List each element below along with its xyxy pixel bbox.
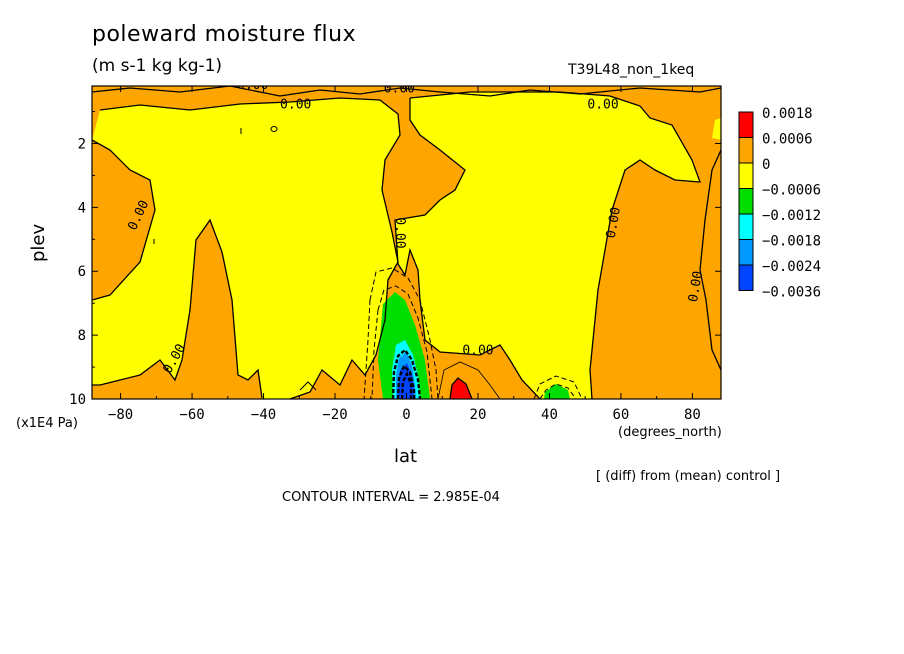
diff-note: [ (diff) from (mean) control ]	[596, 469, 781, 484]
x-tick-label: 40	[541, 407, 558, 423]
colorbar-swatch	[738, 137, 754, 164]
y-tick-label: 10	[69, 392, 86, 408]
x-axis: −80 −60 −40 −20 0 20 40 60 80	[108, 86, 701, 423]
colorbar-label: −0.0036	[762, 285, 821, 301]
colorbar-swatch	[738, 213, 754, 240]
x-tick-label: 0	[402, 407, 410, 423]
y-tick-label: 4	[78, 200, 86, 216]
colorbar: 0.0018 0.0006 0 −0.0006 −0.0012 −0.0018 −0.002…	[738, 106, 821, 301]
x-tick-label: 60	[613, 407, 630, 423]
region-negative-bubble	[712, 118, 721, 140]
x-tick-label: −40	[251, 407, 276, 423]
contour-pos-thin	[437, 361, 501, 399]
colorbar-label: −0.0006	[762, 183, 821, 199]
colorbar-label: 0.0006	[762, 132, 813, 148]
contour-zero-left-b	[92, 218, 263, 399]
contour-speck-1	[270, 126, 278, 132]
contour-label: 0.00	[462, 343, 493, 358]
contour-neg-strong-1	[391, 348, 422, 399]
y-axis-label: plev	[28, 223, 49, 262]
contour-speck-4	[299, 381, 317, 391]
contour-top-wiggle	[92, 86, 721, 97]
contour-neg-2	[377, 285, 433, 399]
chart-title: poleward moisture flux	[92, 22, 357, 47]
region-negative-right	[395, 92, 700, 399]
colorbar-label: −0.0012	[762, 208, 821, 224]
contour-label: 0.00	[686, 270, 706, 303]
contour-red	[449, 377, 473, 399]
colorbar-swatch	[738, 239, 754, 266]
contour-neg-strong-2	[396, 363, 416, 399]
run-label: T39L48_non_1keq	[568, 62, 695, 78]
contour-zero-left	[99, 97, 401, 399]
contour-label: 0.00	[604, 206, 624, 239]
x-tick-label: −80	[108, 407, 133, 423]
x-axis-label: lat	[394, 446, 418, 467]
region-neg-green-small	[544, 384, 570, 399]
contour-label: 0.00	[384, 81, 415, 96]
contour-right-edge	[699, 149, 721, 371]
colorbar-label: 0	[762, 157, 770, 173]
contour-zero-right	[409, 91, 701, 399]
contour-neg-3	[533, 375, 583, 399]
y-tick-label: 8	[78, 328, 86, 344]
x-tick-label: 80	[684, 407, 701, 423]
chart-units: (m s-1 kg kg-1)	[92, 56, 223, 76]
contour-interval: CONTOUR INTERVAL = 2.985E-04	[282, 490, 500, 505]
y-tick-label: 6	[78, 264, 86, 280]
x-axis-unit: (degrees_north)	[618, 425, 722, 440]
colorbar-swatch	[738, 162, 754, 189]
y-axis-unit: (x1E4 Pa)	[16, 416, 78, 431]
colorbar-label: 0.0018	[762, 106, 813, 122]
contour-zero-right-b	[394, 98, 541, 399]
colorbar-label: −0.0024	[762, 259, 821, 275]
contour-neg-2b	[371, 309, 379, 399]
colorbar-label: −0.0018	[762, 234, 821, 250]
contour-neg-strong-3	[400, 371, 413, 399]
contour-neg-1b	[363, 299, 371, 399]
colorbar-swatch	[738, 264, 754, 291]
region-pos-red	[450, 378, 472, 399]
contour-label: 0.00	[280, 97, 311, 112]
y-tick-label: 2	[78, 136, 86, 152]
contour-label: 0.00	[237, 78, 268, 93]
region-negative-main	[92, 98, 400, 399]
x-tick-label: 20	[470, 407, 487, 423]
y-axis: 2 4 6 8 10	[69, 111, 721, 408]
x-tick-label: −60	[179, 407, 204, 423]
colorbar-swatch	[738, 111, 754, 138]
contour-label: 0.00	[392, 217, 407, 248]
contour-neg-1	[369, 267, 439, 399]
contour-label: 0.00	[587, 97, 618, 112]
contour-zero-left-c	[92, 139, 156, 301]
colorbar-swatch	[738, 188, 754, 215]
x-tick-label: −20	[322, 407, 347, 423]
